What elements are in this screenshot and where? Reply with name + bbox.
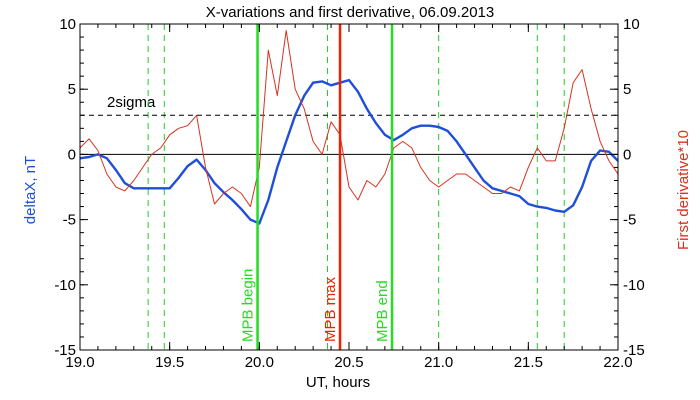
plot-layer: MPB begin MPB max MPB end 19.0 19.5 20.0 20.5 2… — [54, 16, 644, 371]
y-tick-label-right-5: 10 — [623, 16, 640, 33]
y-tick-label-left-5: 10 — [59, 16, 76, 33]
deltax-series-line — [79, 78, 619, 225]
mpb-marker-label-2: MPB end — [374, 280, 391, 342]
y-tick-label-left-3: 0 — [68, 146, 76, 163]
x-tick-label-4: 21.0 — [424, 354, 453, 371]
x-tick-label-6: 22.0 — [603, 354, 632, 371]
x-axis-label: UT, hours — [306, 374, 370, 391]
y-tick-label-left-4: 5 — [68, 81, 76, 98]
sigma-label: 2sigma — [107, 94, 156, 111]
y-tick-label-left-1: -10 — [54, 277, 76, 294]
y-tick-label-left-2: -5 — [63, 212, 76, 229]
y-tick-label-right-0: -15 — [623, 342, 645, 359]
x-tick-label-2: 20.0 — [245, 354, 274, 371]
y-axis-right-label: First derivative*10 — [675, 130, 692, 250]
x-tick-label-1: 19.5 — [155, 354, 184, 371]
y-tick-label-right-1: -10 — [623, 277, 645, 294]
chart-title: X-variations and first derivative, 06.09… — [206, 4, 495, 21]
y-axis-left-label: deltaX, nT — [22, 156, 39, 224]
y-tick-label-right-4: 5 — [623, 81, 631, 98]
x-tick-label-0: 19.0 — [65, 354, 94, 371]
x-tick-label-3: 20.5 — [334, 354, 363, 371]
y-tick-label-right-2: -5 — [623, 212, 636, 229]
y-tick-label-right-3: 0 — [623, 146, 631, 163]
y-tick-label-left-0: -15 — [54, 342, 76, 359]
mpb-marker-label-1: MPB max — [322, 276, 339, 342]
x-tick-label-5: 21.5 — [514, 354, 543, 371]
mpb-marker-label-0: MPB begin — [240, 269, 257, 342]
derivative-series-line — [79, 30, 619, 208]
